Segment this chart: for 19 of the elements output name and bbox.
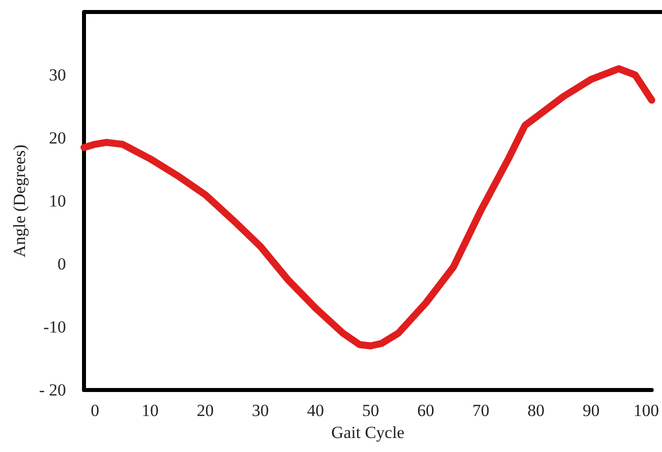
y-tick-label: 10 bbox=[49, 192, 66, 210]
x-tick-label: 40 bbox=[307, 401, 324, 420]
x-tick-label: 20 bbox=[196, 401, 214, 420]
x-tick-label: 70 bbox=[472, 401, 490, 420]
y-tick-label: 20 bbox=[49, 128, 66, 148]
x-tick-label: 60 bbox=[417, 401, 434, 420]
x-tick-label: 90 bbox=[582, 401, 600, 420]
x-axis-title: Gait Cycle bbox=[331, 423, 404, 442]
x-tick-label: 10 bbox=[142, 401, 159, 420]
x-tick-label: 50 bbox=[362, 401, 380, 420]
y-tick-label: 30 bbox=[49, 66, 66, 84]
y-axis-title: Angle (Degrees) bbox=[10, 144, 29, 258]
x-tick-label: 30 bbox=[252, 401, 269, 420]
y-tick-label: - 20 bbox=[39, 380, 66, 400]
x-tick-label: 100 bbox=[634, 401, 659, 420]
y-tick-label: -10 bbox=[43, 318, 66, 336]
x-tick-label: 0 bbox=[90, 401, 100, 420]
x-tick-label: 80 bbox=[528, 401, 545, 420]
y-tick-label: 0 bbox=[58, 254, 66, 274]
